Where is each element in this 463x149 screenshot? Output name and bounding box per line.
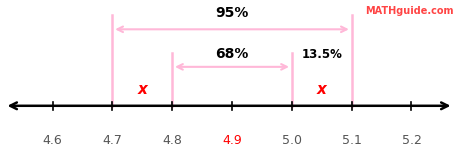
Text: x: x: [137, 82, 147, 97]
Text: 68%: 68%: [215, 47, 248, 61]
Text: 5.1: 5.1: [341, 134, 361, 147]
Text: x: x: [316, 82, 326, 97]
Text: 4.8: 4.8: [162, 134, 181, 147]
Text: 4.9: 4.9: [222, 134, 241, 147]
Text: MATHguide.com: MATHguide.com: [364, 6, 452, 16]
Text: 4.6: 4.6: [43, 134, 62, 147]
Text: 5.0: 5.0: [281, 134, 301, 147]
Text: 5.2: 5.2: [400, 134, 420, 147]
Text: 95%: 95%: [215, 6, 248, 20]
Text: 13.5%: 13.5%: [300, 48, 341, 61]
Text: 4.7: 4.7: [102, 134, 122, 147]
